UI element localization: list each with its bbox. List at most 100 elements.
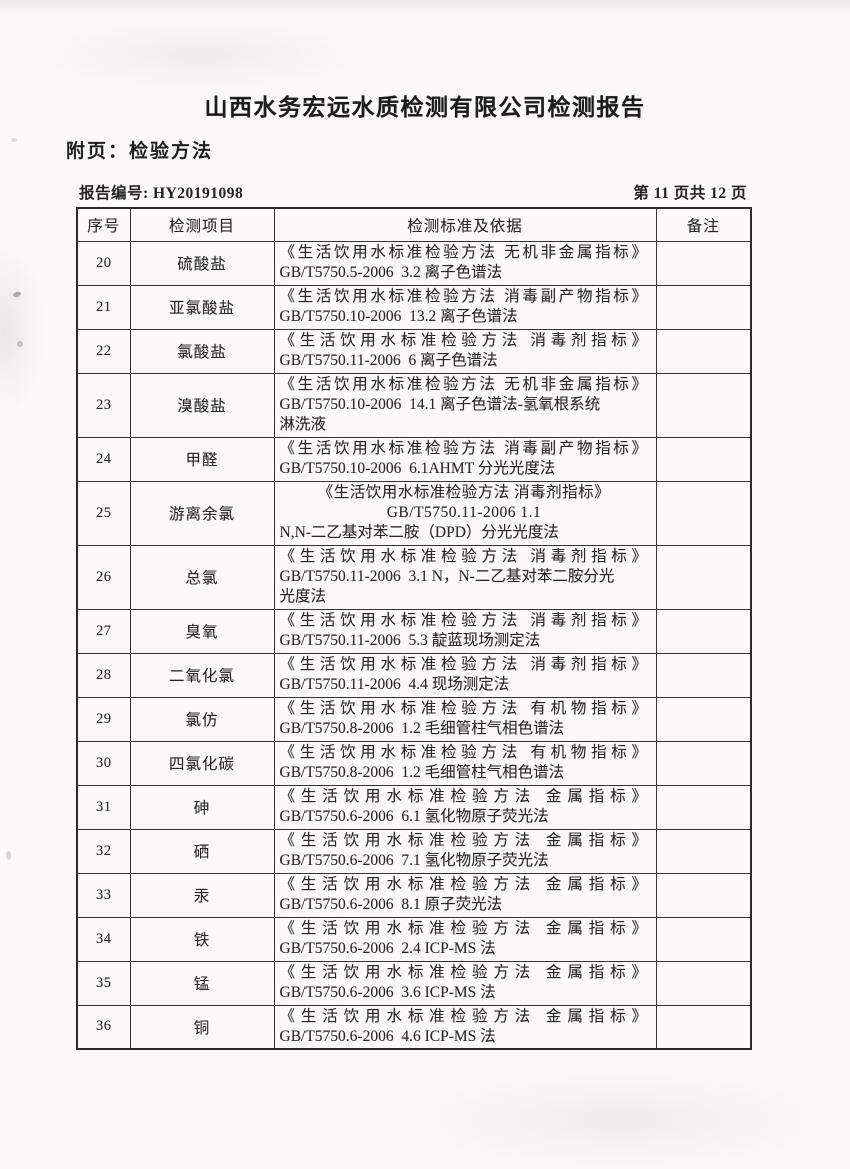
scan-speck xyxy=(12,290,22,299)
row-index-cell: 24 xyxy=(76,436,131,482)
test-item-cell: 亚氯酸盐 xyxy=(129,284,275,330)
remark-cell xyxy=(655,436,752,482)
row-index-cell: 31 xyxy=(76,784,131,830)
standard-line: 《生活饮用水标准检验方法 金属指标》 xyxy=(279,832,649,849)
table-row: 30 四氯化碳 《生活饮用水标准检验方法 有机物指标》 GB/T5750.8-2006… xyxy=(76,740,752,786)
standard-line: GB/T5750.10-2006 6.1AHMT 分光光度法 xyxy=(279,460,556,477)
row-index-cell: 35 xyxy=(76,960,131,1006)
table-row: 32 硒《生活饮用水标准检验方法 金属指标》 GB/T5750.6-2006 7.1… xyxy=(76,828,752,874)
standard-line: 《生活饮用水标准检验方法 消毒副产物指标》 xyxy=(279,288,649,305)
remark-cell xyxy=(655,480,752,546)
row-index-cell: 29 xyxy=(76,696,131,742)
methods-table: 序号 检测项目 检测标准及依据 备注 20 硫酸盐 《生活饮用水标准检验方法 无机非… xyxy=(76,207,752,1050)
test-item-cell: 四氯化碳 xyxy=(129,740,275,786)
col-header-standard: 检测标准及依据 xyxy=(273,207,657,242)
remark-cell xyxy=(655,916,752,962)
scan-speck xyxy=(6,851,11,860)
remark-cell xyxy=(655,828,752,874)
remark-cell xyxy=(655,328,752,374)
standard-cell: 《生活饮用水标准检验方法 消毒剂指标》 GB/T5750.11-2006 5.3 … xyxy=(273,608,657,654)
test-item-cell: 二氧化氯 xyxy=(129,652,275,698)
standard-line: 《生活饮用水标准检验方法 金属指标》 xyxy=(279,876,649,893)
standard-cell: 《生活饮用水标准检验方法 消毒剂指标》 GB/T5750.11-2006 1.1 N… xyxy=(273,480,657,546)
remark-cell xyxy=(655,652,752,698)
scan-speck xyxy=(17,341,23,347)
row-index-cell: 22 xyxy=(76,328,131,374)
row-index-cell: 23 xyxy=(76,372,131,438)
standard-line: N,N-二乙基对苯二胺（DPD）分光光度法 xyxy=(279,524,559,541)
table-row: 26 总氯 《生活饮用水标准检验方法 消毒剂指标》 GB/T5750.11-2006 … xyxy=(76,544,752,610)
remark-cell xyxy=(655,372,752,438)
table-row: 33 汞《生活饮用水标准检验方法 金属指标》 GB/T5750.6-2006 8.1… xyxy=(76,872,752,918)
test-item-cell: 总氯 xyxy=(129,544,275,610)
remark-cell xyxy=(655,240,752,286)
standard-cell: 《生活饮用水标准检验方法 有机物指标》 GB/T5750.8-2006 1.2 毛… xyxy=(273,740,657,786)
remark-cell xyxy=(655,960,752,1006)
table-row: 23 溴酸盐 《生活饮用水标准检验方法 无机非金属指标》 GB/T5750.10-20… xyxy=(76,372,752,438)
standard-line: GB/T5750.6-2006 6.1 氢化物原子荧光法 xyxy=(279,808,549,825)
standard-line: 《生活饮用水标准检验方法 金属指标》 xyxy=(279,788,649,805)
table-row: 24 甲醛 《生活饮用水标准检验方法 消毒副产物指标》 GB/T5750.10-200… xyxy=(76,436,752,482)
table-row: 36 铜《生活饮用水标准检验方法 金属指标》 GB/T5750.6-2006 4.6… xyxy=(76,1004,752,1050)
standard-cell: 《生活饮用水标准检验方法 金属指标》 GB/T5750.6-2006 3.6 IC… xyxy=(273,960,657,1006)
standard-line: 《生活饮用水标准检验方法 消毒剂指标》 xyxy=(279,332,649,349)
standard-cell: 《生活饮用水标准检验方法 金属指标》 GB/T5750.6-2006 2.4 IC… xyxy=(273,916,657,962)
row-index-cell: 34 xyxy=(76,916,131,962)
test-item-cell: 氯仿 xyxy=(129,696,275,742)
standard-cell: 《生活饮用水标准检验方法 消毒副产物指标》 GB/T5750.10-2006 13… xyxy=(273,284,657,330)
table-row: 22 氯酸盐 《生活饮用水标准检验方法 消毒剂指标》 GB/T5750.11-2006… xyxy=(76,328,752,374)
standard-cell: 《生活饮用水标准检验方法 金属指标》 GB/T5750.6-2006 4.6 IC… xyxy=(273,1004,657,1050)
table-header-row: 序号 检测项目 检测标准及依据 备注 xyxy=(76,207,752,242)
standard-line: GB/T5750.11-2006 6 离子色谱法 xyxy=(279,352,498,369)
standard-line: GB/T5750.11-2006 1.1 xyxy=(386,504,542,521)
row-index-cell: 21 xyxy=(76,284,131,330)
standard-line: GB/T5750.11-2006 4.4 现场测定法 xyxy=(279,676,510,693)
test-item-cell: 游离余氯 xyxy=(129,480,275,546)
standard-line: 《生活饮用水标准检验方法 消毒剂指标》 xyxy=(317,484,611,501)
appendix-subtitle: 附页：检验方法 xyxy=(66,141,214,162)
table-row: 35 锰《生活饮用水标准检验方法 金属指标》 GB/T5750.6-2006 3.6… xyxy=(76,960,752,1006)
row-index-cell: 28 xyxy=(76,652,131,698)
row-index-cell: 32 xyxy=(76,828,131,874)
table-row: 20 硫酸盐 《生活饮用水标准检验方法 无机非金属指标》 GB/T5750.5-200… xyxy=(76,240,752,286)
remark-cell xyxy=(655,740,752,786)
standard-line: GB/T5750.10-2006 13.2 离子色谱法 xyxy=(279,308,518,325)
remark-cell xyxy=(655,284,752,330)
standard-line: 《生活饮用水标准检验方法 消毒剂指标》 xyxy=(279,656,649,673)
test-item-cell: 氯酸盐 xyxy=(129,328,275,374)
row-index-cell: 27 xyxy=(76,608,131,654)
row-index-cell: 36 xyxy=(76,1004,131,1050)
col-header-no: 序号 xyxy=(76,207,131,242)
standard-line: 《生活饮用水标准检验方法 无机非金属指标》 xyxy=(279,244,649,261)
page-indicator: 第 11 页共 12 页 xyxy=(633,185,747,202)
remark-cell xyxy=(655,1004,752,1050)
remark-cell xyxy=(655,608,752,654)
standard-cell: 《生活饮用水标准检验方法 金属指标》 GB/T5750.6-2006 6.1 氢化… xyxy=(273,784,657,830)
scan-speck xyxy=(11,138,17,142)
standard-line: 《生活饮用水标准检验方法 有机物指标》 xyxy=(279,744,649,761)
test-item-cell: 铁 xyxy=(129,916,275,962)
row-index-cell: 25 xyxy=(76,480,131,546)
col-header-item: 检测项目 xyxy=(129,207,275,242)
test-item-cell: 硫酸盐 xyxy=(129,240,275,286)
remark-cell xyxy=(655,696,752,742)
standard-line: 《生活饮用水标准检验方法 消毒副产物指标》 xyxy=(279,440,649,457)
row-index-cell: 20 xyxy=(76,240,131,286)
table-row: 34 铁《生活饮用水标准检验方法 金属指标》 GB/T5750.6-2006 2.4… xyxy=(76,916,752,962)
standard-cell: 《生活饮用水标准检验方法 无机非金属指标》 GB/T5750.5-2006 3.2… xyxy=(273,240,657,286)
standard-line: GB/T5750.11-2006 5.3 靛蓝现场测定法 xyxy=(279,632,541,649)
remark-cell xyxy=(655,784,752,830)
test-item-cell: 臭氧 xyxy=(129,608,275,654)
standard-line: GB/T5750.11-2006 3.1 N，N-二乙基对苯二胺分光 xyxy=(279,568,615,585)
remark-cell xyxy=(655,544,752,610)
standard-line: GB/T5750.5-2006 3.2 离子色谱法 xyxy=(279,264,503,281)
standard-line: GB/T5750.6-2006 8.1 原子荧光法 xyxy=(279,896,503,913)
standard-line: 《生活饮用水标准检验方法 有机物指标》 xyxy=(279,700,649,717)
table-row: 31 砷《生活饮用水标准检验方法 金属指标》 GB/T5750.6-2006 6.1… xyxy=(76,784,752,830)
table-row: 28 二氧化氯 《生活饮用水标准检验方法 消毒剂指标》 GB/T5750.11-200… xyxy=(76,652,752,698)
row-index-cell: 33 xyxy=(76,872,131,918)
test-item-cell: 铜 xyxy=(129,1004,275,1050)
row-index-cell: 26 xyxy=(76,544,131,610)
standard-cell: 《生活饮用水标准检验方法 金属指标》 GB/T5750.6-2006 7.1 氢化… xyxy=(273,828,657,874)
